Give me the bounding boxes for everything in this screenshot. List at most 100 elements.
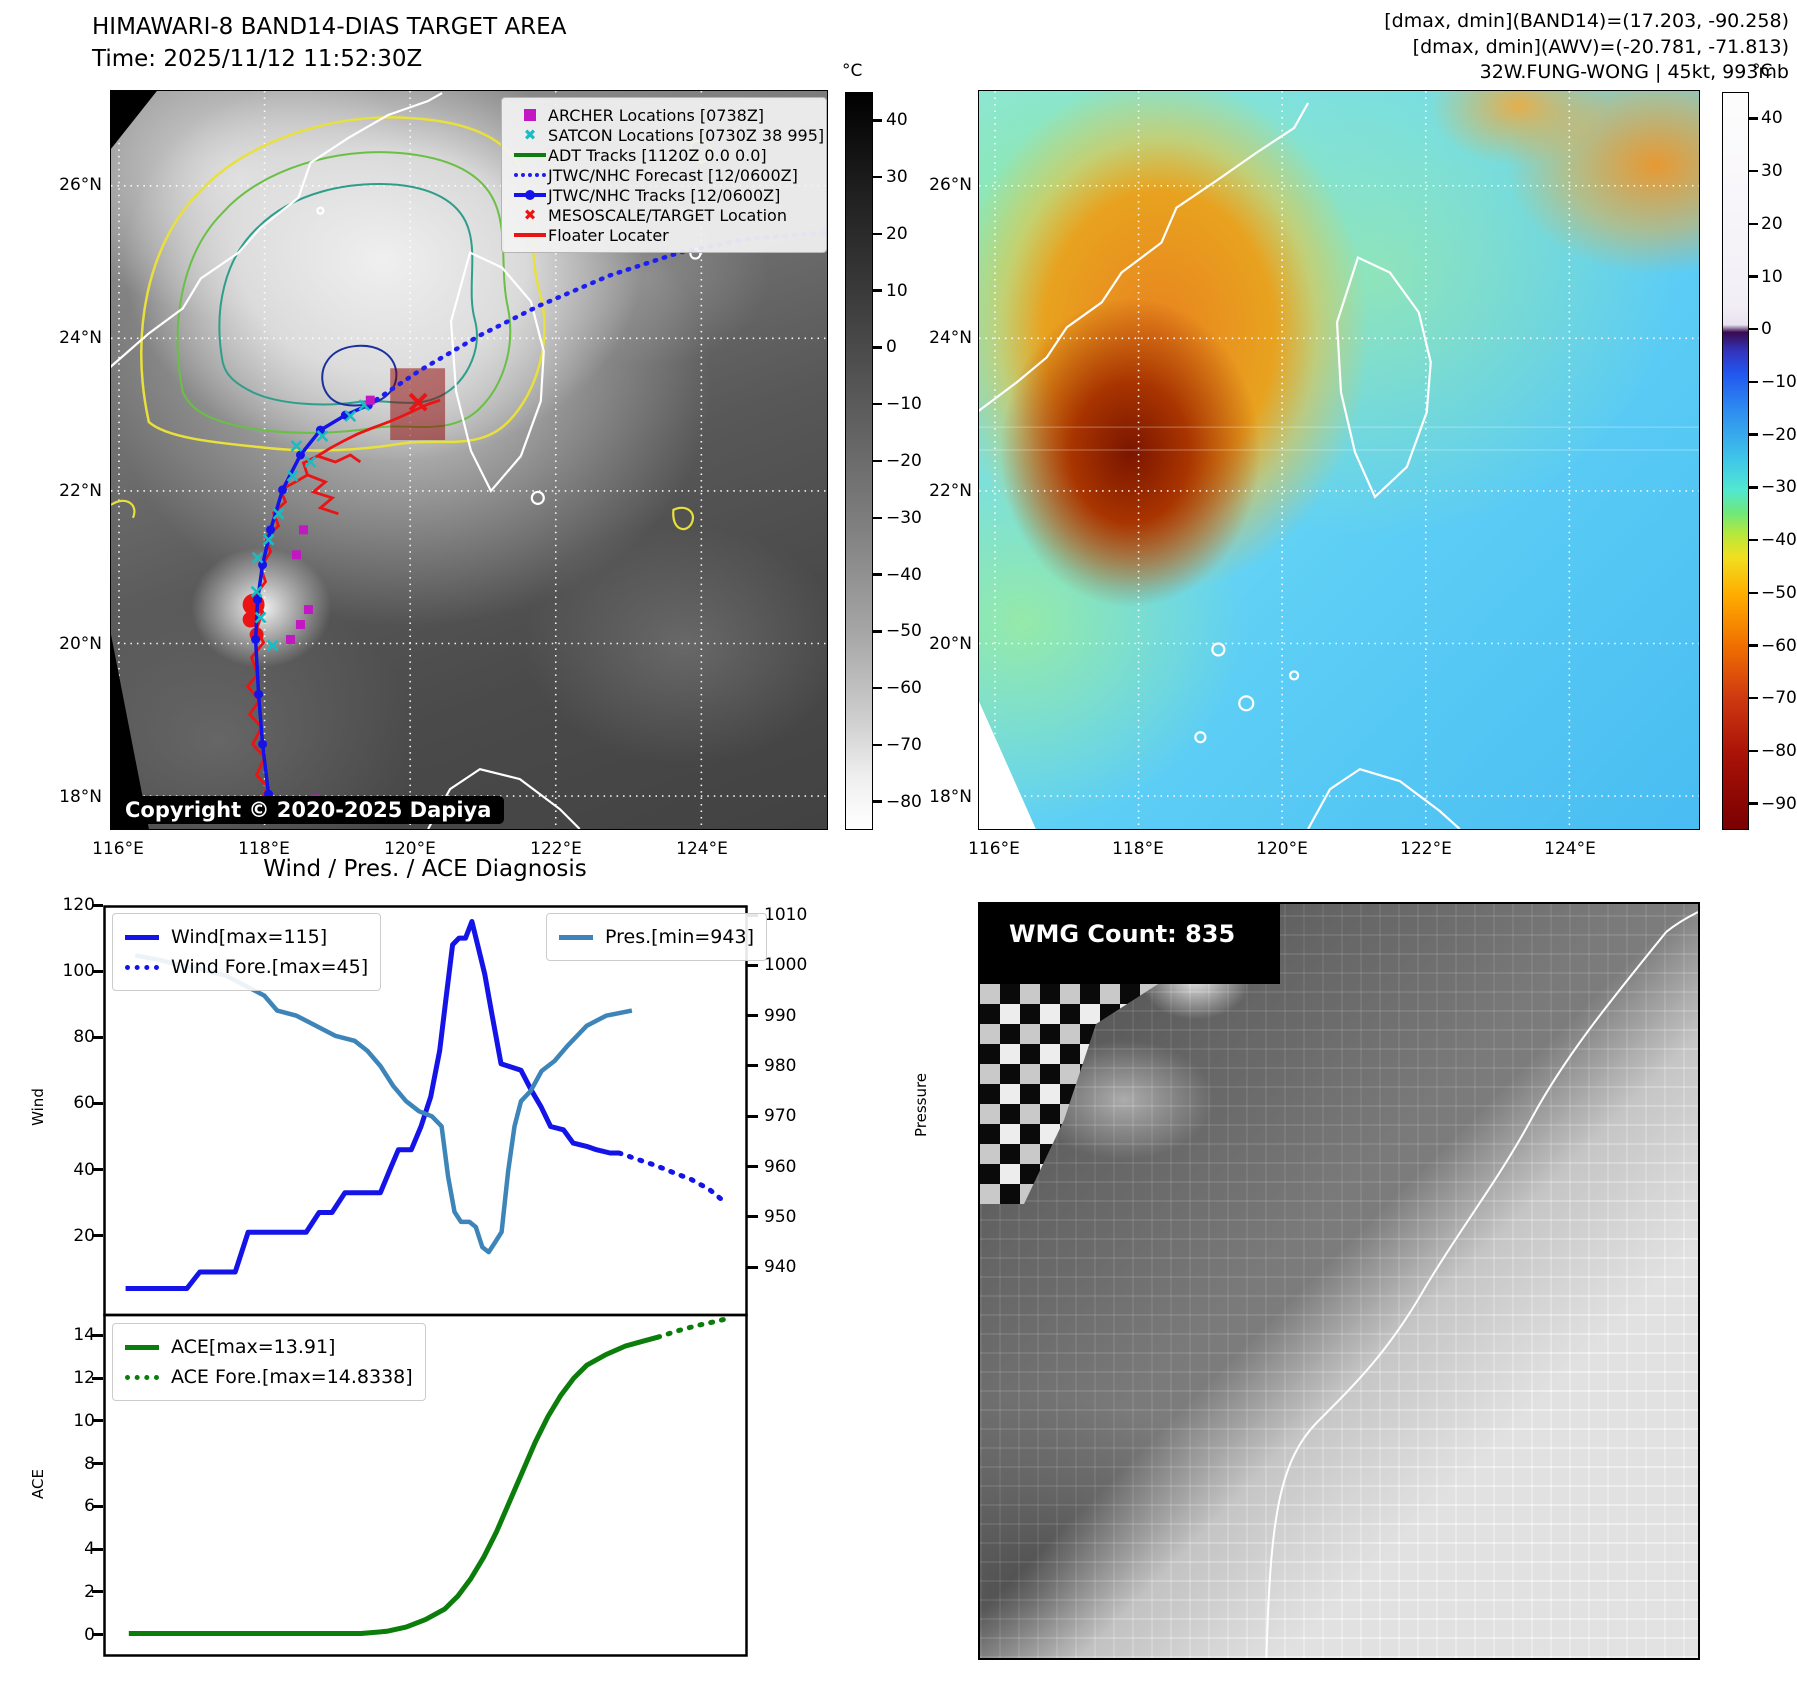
ace-axis-tick-label: 2 <box>84 1581 95 1602</box>
awv-colorbar-tick-label: −50 <box>1761 582 1797 603</box>
legend-item-mesoscale: MESOSCALE/TARGET Location <box>512 205 816 225</box>
legend-label: ACE Fore.[max=14.8338] <box>171 1366 413 1388</box>
satcon-x-icon <box>512 128 548 143</box>
ace-axis-tick-mark <box>92 1504 103 1508</box>
chart-series-line <box>128 1334 659 1636</box>
band14-colorbar-tick-mark <box>873 175 882 179</box>
pressure-axis-tick-label: 960 <box>764 1156 797 1177</box>
legend-label: JTWC/NHC Tracks [12/0600Z] <box>548 185 781 205</box>
awv-colorbar-tick-label: −90 <box>1761 793 1797 814</box>
band14-colorbar-tick-mark <box>873 573 882 576</box>
mesoscale-marker <box>408 392 428 412</box>
wind-axis-tick-label: 80 <box>73 1027 95 1048</box>
band14-colorbar-tick-mark <box>873 289 882 292</box>
ace-axis-tick-mark <box>92 1633 103 1637</box>
legend-item-floater: Floater Locater <box>512 225 816 245</box>
chart-series-line <box>616 1150 728 1206</box>
awv-colorbar-tick-mark <box>1749 275 1758 278</box>
pressure-axis-tick-label: 940 <box>764 1257 797 1278</box>
ace-axis-tick-mark <box>92 1333 103 1337</box>
legend-item-forecast: JTWC/NHC Forecast [12/0600Z] <box>512 165 816 185</box>
wind-axis-tick-label: 120 <box>62 895 95 915</box>
awv-colorbar-tick-mark <box>1749 117 1758 120</box>
awv-colorbar-tick-label: 0 <box>1761 319 1772 340</box>
scan-artifact-lines <box>979 426 1699 451</box>
band14-colorbar-tick-label: −70 <box>886 734 922 755</box>
ace-axis-tick-mark <box>92 1419 103 1423</box>
legend-item-wind-fore: Wind Fore.[max=45] <box>125 952 368 982</box>
legend-item-ace-fore: ACE Fore.[max=14.8338] <box>125 1362 413 1392</box>
awv-imagery <box>979 91 1699 829</box>
ace-axis-tick-label: 14 <box>73 1325 95 1346</box>
band14-colorbar <box>845 92 873 830</box>
microwave-imagery <box>980 904 1698 1658</box>
wind-axis-tick-label: 20 <box>73 1225 95 1246</box>
awv-colorbar-tick-label: −40 <box>1761 530 1797 551</box>
awv-colorbar-tick-label: 40 <box>1761 108 1783 129</box>
ace-axis-tick-label: 10 <box>73 1410 95 1431</box>
band14-lat-label: 26°N <box>59 175 102 195</box>
band14-colorbar-tick-label: −80 <box>886 791 922 812</box>
legend-label: Floater Locater <box>548 225 669 245</box>
ace-fore-dotted-icon <box>125 1374 171 1380</box>
band14-colorbar-tick-label: 10 <box>886 280 908 301</box>
ace-axis-tick-mark <box>92 1376 103 1380</box>
ace-legend: ACE[max=13.91] ACE Fore.[max=14.8338] <box>112 1323 426 1401</box>
pressure-axis-tick-mark <box>747 1014 758 1018</box>
legend-label: SATCON Locations [0730Z 38 995] <box>548 125 825 145</box>
band14-colorbar-tick-label: 0 <box>886 337 897 358</box>
band14-colorbar-tick-mark <box>873 346 882 349</box>
pressure-axis-tick-mark <box>747 1064 758 1068</box>
chart-title: Wind / Pres. / ACE Diagnosis <box>263 856 587 882</box>
legend-label: JTWC/NHC Forecast [12/0600Z] <box>548 165 798 185</box>
timestamp: Time: 2025/11/12 11:52:30Z <box>92 46 423 72</box>
awv-lon-label: 124°E <box>1544 839 1596 859</box>
legend-item-jtwc-track: JTWC/NHC Tracks [12/0600Z] <box>512 185 816 205</box>
diagnosis-chart <box>103 905 748 1657</box>
awv-dmax-dmin: [dmax, dmin](AWV)=(-20.781, -71.813) <box>1412 36 1789 58</box>
awv-colorbar-tick-label: 20 <box>1761 213 1783 234</box>
band14-lon-label: 116°E <box>92 839 144 859</box>
ace-chart-frame <box>103 1313 748 1657</box>
awv-colorbar-tick-mark <box>1749 749 1758 753</box>
awv-lon-label: 116°E <box>968 839 1020 859</box>
awv-colorbar-tick-mark <box>1749 644 1758 647</box>
wind-axis-tick-mark <box>92 969 103 973</box>
band14-colorbar-tick-mark <box>873 686 882 690</box>
legend-label: ADT Tracks [1120Z 0.0 0.0] <box>548 145 767 165</box>
awv-lat-label: 24°N <box>929 328 972 348</box>
band14-colorbar-tick-label: −20 <box>886 451 922 471</box>
wmg-count-badge: WMG Count: 835 <box>994 917 1251 951</box>
wind-axis-tick-mark <box>92 1234 103 1238</box>
awv-colorbar-tick-mark <box>1749 591 1758 595</box>
pressure-axis-tick-label: 990 <box>764 1005 797 1026</box>
colorbar-unit: °C <box>842 61 863 81</box>
legend-label: MESOSCALE/TARGET Location <box>548 205 787 225</box>
pressure-axis-tick-label: 1000 <box>764 955 808 976</box>
wmg-microwave-panel: WMG Count: 835 <box>978 902 1700 1660</box>
awv-lon-label: 120°E <box>1256 839 1308 859</box>
legend-label: Pres.[min=943] <box>605 926 754 948</box>
ace-axis-tick-label: 0 <box>84 1624 95 1645</box>
wind-axis-tick-mark <box>92 1168 103 1172</box>
legend-item-adt: ADT Tracks [1120Z 0.0 0.0] <box>512 145 816 165</box>
map-legend: ARCHER Locations [0738Z] SATCON Location… <box>501 97 827 253</box>
pressure-axis-tick-mark <box>747 1215 758 1219</box>
pressure-axis-label: Pressure <box>912 1072 930 1138</box>
wind-legend: Wind[max=115] Wind Fore.[max=45] <box>112 913 382 991</box>
awv-colorbar-tick-mark <box>1749 802 1758 805</box>
band14-colorbar-tick-mark <box>873 743 882 747</box>
floater-line-icon <box>512 233 548 237</box>
wind-axis-tick-label: 60 <box>73 1093 95 1114</box>
awv-colorbar-tick-mark <box>1749 486 1758 489</box>
awv-lat-label: 26°N <box>929 175 972 195</box>
band14-lon-label: 118°E <box>238 839 290 859</box>
awv-colorbar-tick-label: 30 <box>1761 161 1783 182</box>
awv-colorbar-tick-label: 10 <box>1761 266 1783 287</box>
archer-square-icon <box>512 109 548 121</box>
copyright-watermark: Copyright © 2020-2025 Dapiya <box>112 796 505 824</box>
awv-lat-label: 22°N <box>929 481 972 501</box>
band14-colorbar-tick-label: −30 <box>886 507 922 528</box>
band14-colorbar-tick-label: −60 <box>886 678 922 699</box>
legend-item-ace: ACE[max=13.91] <box>125 1332 413 1362</box>
